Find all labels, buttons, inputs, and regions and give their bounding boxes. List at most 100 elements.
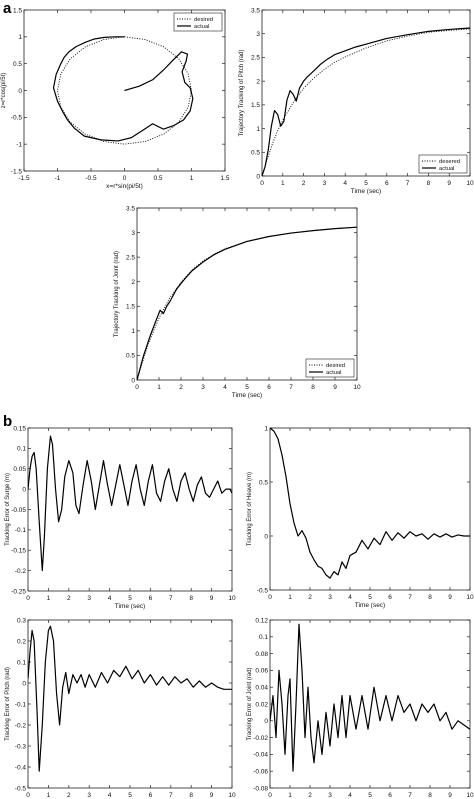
x-tick-label: 7 — [408, 792, 412, 799]
plot-frame — [136, 207, 358, 381]
y-tick-label: 0 — [22, 680, 26, 687]
x-tick-label: 8 — [428, 594, 432, 601]
x-tick-label: 10 — [466, 180, 474, 187]
x-tick-label: 9 — [210, 792, 214, 799]
series-line-actual — [137, 226, 357, 380]
chart-pitch-error: 0 1 2 3 4 5 6 7 8 9 10 -0.5 -0.4 -0.3 -0.2 -0.1 0 0.1 0.2 0… — [5, 617, 236, 799]
y-tick-label: 0 — [131, 377, 135, 384]
y-tick-label: 0 — [18, 88, 22, 95]
x-tick-label: 5 — [368, 594, 372, 601]
x-tick-label: 8 — [428, 792, 432, 799]
x-tick-label: 2 — [302, 180, 306, 187]
x-tick-label: 5 — [245, 384, 249, 391]
y-tick-label: -0.04 — [253, 752, 268, 759]
x-tick-label: 4 — [348, 594, 352, 601]
y-tick-label: 0.1 — [259, 634, 268, 641]
y-tick-label: 1 — [264, 425, 268, 432]
x-tick-label: 1 — [281, 180, 285, 187]
panel-label-a: a — [3, 0, 12, 17]
x-tick-label: 10 — [466, 594, 474, 601]
x-tick-label: 3 — [87, 595, 91, 602]
x-tick-label: 1 — [288, 792, 292, 799]
legend-entry: desired — [194, 17, 213, 23]
y-tick-label: 1.5 — [13, 7, 22, 14]
x-tick-label: 2 — [67, 595, 71, 602]
x-tick-label: 0 — [26, 595, 30, 602]
y-tick-label: 0.12 — [255, 617, 268, 624]
y-tick-label: -0.2 — [15, 568, 27, 575]
y-tick-label: -0.5 — [257, 587, 269, 594]
y-tick-label: 3.5 — [126, 205, 135, 212]
x-tick-label: 9 — [448, 792, 452, 799]
x-tick-label: 3 — [328, 594, 332, 601]
y-tick-label: 0 — [264, 718, 268, 725]
x-tick-label: 7 — [169, 595, 173, 602]
plot-frame — [27, 427, 233, 592]
y-tick-label: -1 — [16, 141, 22, 148]
x-tick-label: 0 — [268, 594, 272, 601]
x-tick-label: 5 — [368, 792, 372, 799]
y-tick-label: 2.5 — [126, 254, 135, 261]
plot-frame — [269, 427, 471, 591]
y-axis-label: z=r*cos(pi/5t) — [1, 73, 7, 109]
x-tick-label: 4 — [343, 180, 347, 187]
x-tick-label: 1 — [47, 595, 51, 602]
y-tick-label: 3.5 — [251, 7, 260, 14]
x-axis-label: x=r*sin(pi/5t) — [106, 183, 143, 190]
plot-frame — [261, 9, 471, 177]
y-tick-label: 2 — [256, 78, 260, 85]
x-axis-label: Time (sec) — [232, 392, 262, 399]
panel-label-b: b — [3, 413, 13, 430]
x-tick-label: 4 — [223, 384, 227, 391]
y-tick-label: -1.5 — [11, 168, 23, 175]
y-axis-label: Trajectory Tracking of Joint (rad) — [114, 251, 120, 337]
series-line-error — [270, 623, 470, 772]
x-tick-label: 0.5 — [153, 175, 162, 182]
x-tick-label: 7 — [289, 384, 293, 391]
x-tick-label: 6 — [388, 594, 392, 601]
y-tick-label: -0.08 — [253, 785, 268, 792]
y-tick-label: 0 — [256, 173, 260, 180]
series-line-actual — [52, 36, 194, 142]
x-tick-label: -0.5 — [85, 175, 97, 182]
legend-entry: actual — [326, 370, 341, 376]
x-tick-label: 8 — [311, 384, 315, 391]
y-tick-label: 0.5 — [251, 150, 260, 157]
y-tick-label: 3 — [131, 230, 135, 237]
x-tick-label: 9 — [210, 595, 214, 602]
x-axis-label: Time (sec) — [351, 188, 381, 195]
series-line-desired — [57, 36, 192, 145]
x-tick-label: 8 — [189, 595, 193, 602]
chart-circle: -1.5 -1 -0.5 0 0.5 1 1.5 -1.5 -1 -0.5 0 0.5 1 1.5 x=r*… — [1, 7, 230, 190]
x-tick-label: 3 — [328, 792, 332, 799]
y-tick-label: 0.15 — [13, 425, 26, 432]
x-tick-label: 3 — [87, 792, 91, 799]
x-tick-label: 9 — [448, 594, 452, 601]
y-tick-label: 0.2 — [17, 638, 26, 645]
y-axis-label: Tracking Error of Heave (m) — [247, 472, 253, 546]
y-tick-label: 0.3 — [17, 617, 26, 624]
x-tick-label: 6 — [267, 384, 271, 391]
y-axis-label: Trajectory Tracking of Pitch (rad) — [239, 50, 245, 137]
chart-pitch: 0 1 2 3 4 5 6 7 8 9 10 0 0.5 1 1.5 2 2.5 3 3.5 Time (sec) Tr… — [239, 7, 474, 195]
x-tick-label: 10 — [228, 792, 236, 799]
x-tick-label: 10 — [228, 595, 236, 602]
x-tick-label: 7 — [169, 792, 173, 799]
x-tick-label: 6 — [385, 180, 389, 187]
x-tick-label: 7 — [406, 180, 410, 187]
y-tick-label: -0.06 — [253, 769, 268, 776]
x-tick-label: 0 — [135, 384, 139, 391]
x-axis-label: Time (sec) — [355, 602, 385, 609]
y-tick-label: 0.5 — [126, 353, 135, 360]
legend-entry: desered — [439, 159, 460, 165]
x-tick-label: 1 — [47, 792, 51, 799]
y-tick-label: 0 — [22, 486, 26, 493]
x-tick-label: 1 — [190, 175, 194, 182]
y-tick-label: 1.5 — [251, 102, 260, 109]
x-tick-label: 1 — [288, 594, 292, 601]
x-tick-label: 5 — [128, 792, 132, 799]
y-tick-label: 1 — [131, 328, 135, 335]
series-line-error — [28, 625, 232, 772]
